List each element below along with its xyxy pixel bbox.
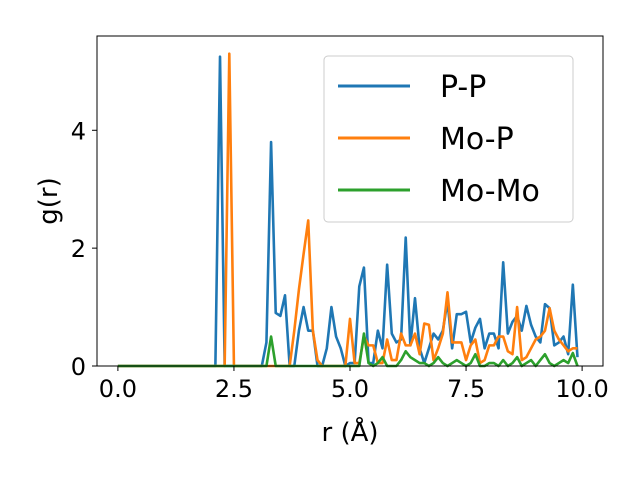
y-tick-label: 2 <box>71 235 86 263</box>
legend: P-P Mo-P Mo-Mo <box>323 55 574 223</box>
y-tick-label: 4 <box>71 117 86 145</box>
x-tick-label: 7.5 <box>447 375 485 403</box>
ticks-layer: 0.0 2.5 5.0 7.5 10.0 0 2 4 <box>71 117 609 403</box>
y-tick-label: 0 <box>71 353 86 381</box>
legend-box <box>323 55 574 223</box>
series-line-mo-p <box>117 52 578 368</box>
x-axis-label: r (Å) <box>321 416 378 448</box>
legend-label-mo-p: Mo-P <box>440 122 514 157</box>
x-tick-label: 5.0 <box>331 375 369 403</box>
x-tick-label: 0.0 <box>99 375 137 403</box>
x-tick-label: 2.5 <box>215 375 253 403</box>
y-axis-label: g(r) <box>34 177 64 224</box>
legend-label-p-p: P-P <box>440 70 486 105</box>
x-tick-label: 10.0 <box>555 375 608 403</box>
legend-items: P-P Mo-P Mo-Mo <box>338 70 540 209</box>
legend-label-mo-mo: Mo-Mo <box>440 174 540 209</box>
